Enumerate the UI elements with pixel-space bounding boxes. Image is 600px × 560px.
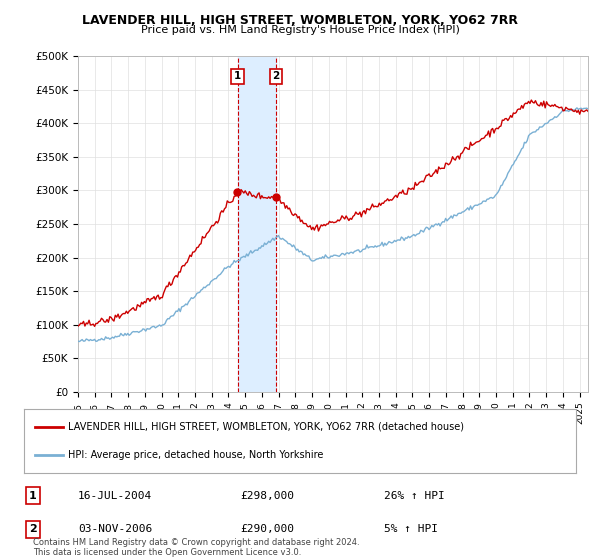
Text: 16-JUL-2004: 16-JUL-2004 [78, 491, 152, 501]
Bar [238, 56, 276, 392]
Text: LAVENDER HILL, HIGH STREET, WOMBLETON, YORK, YO62 7RR (detached house): LAVENDER HILL, HIGH STREET, WOMBLETON, Y… [68, 422, 464, 432]
Text: 5% ↑ HPI: 5% ↑ HPI [384, 524, 438, 534]
Text: 03-NOV-2006: 03-NOV-2006 [78, 524, 152, 534]
Text: Contains HM Land Registry data © Crown copyright and database right 2024.
This d: Contains HM Land Registry data © Crown c… [33, 538, 359, 557]
Text: £290,000: £290,000 [240, 524, 294, 534]
Text: LAVENDER HILL, HIGH STREET, WOMBLETON, YORK, YO62 7RR: LAVENDER HILL, HIGH STREET, WOMBLETON, Y… [82, 14, 518, 27]
Text: 2: 2 [272, 71, 280, 81]
Text: HPI: Average price, detached house, North Yorkshire: HPI: Average price, detached house, Nort… [68, 450, 323, 460]
Text: Price paid vs. HM Land Registry's House Price Index (HPI): Price paid vs. HM Land Registry's House … [140, 25, 460, 35]
Text: £298,000: £298,000 [240, 491, 294, 501]
Text: 1: 1 [29, 491, 37, 501]
Text: 1: 1 [234, 71, 241, 81]
Text: 26% ↑ HPI: 26% ↑ HPI [384, 491, 445, 501]
Text: 2: 2 [29, 524, 37, 534]
